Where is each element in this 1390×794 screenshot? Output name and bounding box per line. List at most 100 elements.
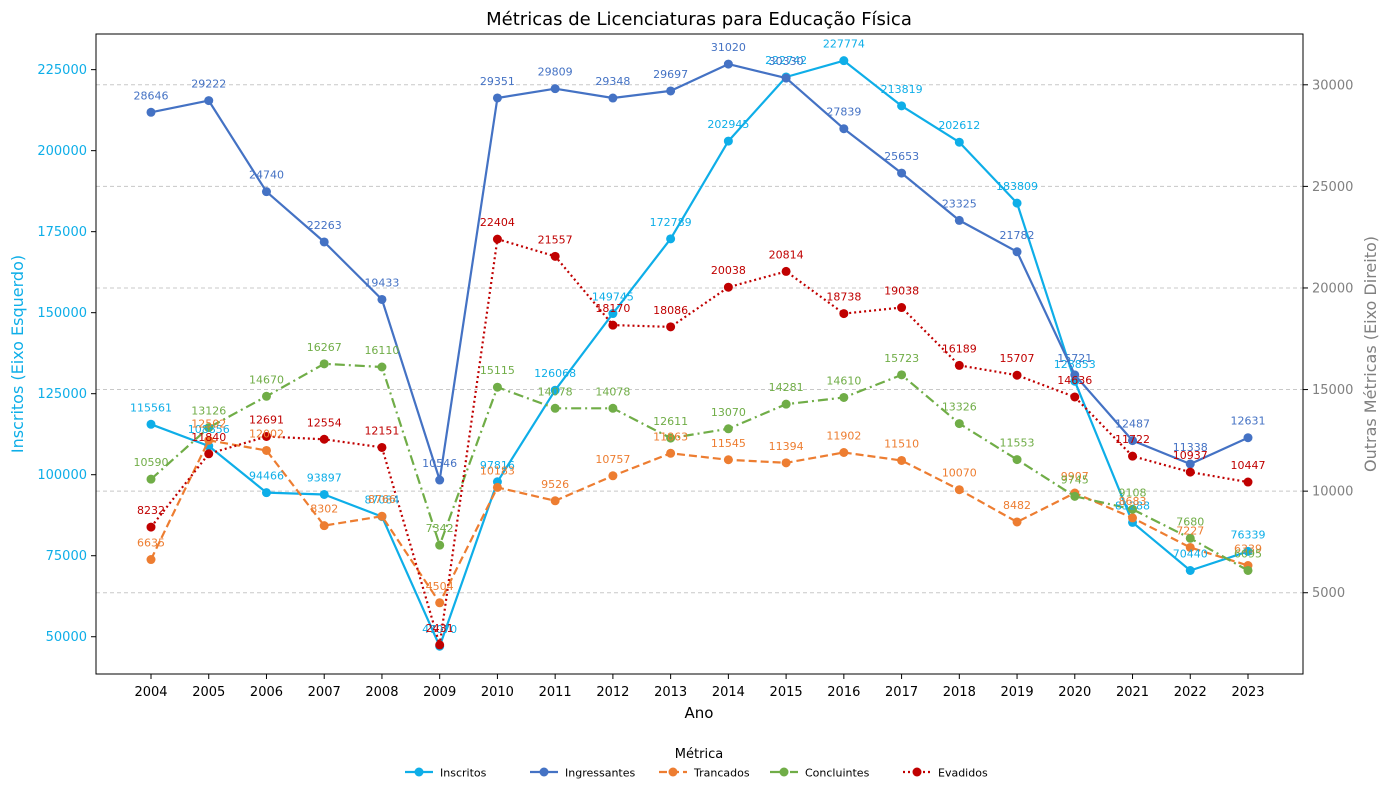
data-point-evadidos xyxy=(1243,477,1253,487)
data-labels: 115561 108856 94466 93897 87084 47070 97816 126… xyxy=(130,38,1266,637)
data-label-concluintes: 16110 xyxy=(364,344,399,357)
data-label-concluintes: 14078 xyxy=(595,385,630,398)
data-label-inscritos: 227774 xyxy=(823,38,865,51)
data-label-evadidos: 18738 xyxy=(826,291,861,304)
data-label-ingressantes: 28646 xyxy=(134,89,169,102)
data-point-concluintes xyxy=(1070,491,1080,501)
x-tick-label: 2011 xyxy=(539,685,572,700)
data-label-ingressantes: 24740 xyxy=(249,169,284,182)
data-label-ingressantes: 31020 xyxy=(711,41,746,54)
data-label-inscritos: 108856 xyxy=(188,423,230,436)
data-point-evadidos xyxy=(204,449,214,459)
data-label-ingressantes: 19433 xyxy=(364,276,399,289)
data-label-inscritos: 115561 xyxy=(130,401,172,414)
data-label-ingressantes: 21782 xyxy=(1000,229,1035,242)
data-point-ingressantes xyxy=(1185,459,1195,469)
y-right-tick-label: 10000 xyxy=(1312,485,1353,500)
data-label-trancados: 4504 xyxy=(426,580,454,593)
x-tick-label: 2020 xyxy=(1058,685,1091,700)
legend-title: Métrica xyxy=(675,747,723,762)
x-tick-label: 2005 xyxy=(192,685,225,700)
data-point-evadidos xyxy=(319,434,329,444)
data-point-ingressantes xyxy=(1070,370,1080,380)
data-point-concluintes xyxy=(377,362,387,372)
data-point-trancados xyxy=(319,521,329,531)
data-point-trancados xyxy=(1128,513,1138,523)
data-label-evadidos: 16189 xyxy=(942,342,977,355)
data-label-trancados: 11394 xyxy=(769,440,804,453)
data-label-trancados: 7227 xyxy=(1176,524,1204,537)
right-axis: 5000 10000 15000 20000 25000 30000 xyxy=(1303,78,1353,601)
data-label-concluintes: 14670 xyxy=(249,373,284,386)
data-point-trancados xyxy=(435,598,445,608)
data-point-concluintes xyxy=(1128,504,1138,514)
data-label-trancados: 12502 xyxy=(191,417,226,430)
x-tick-label: 2006 xyxy=(250,685,283,700)
data-label-inscritos: 202612 xyxy=(938,119,980,132)
data-label-trancados: 6339 xyxy=(1234,543,1262,556)
x-axis-label: Ano xyxy=(685,704,714,722)
data-point-trancados xyxy=(723,455,733,465)
data-label-evadidos: 10447 xyxy=(1231,459,1266,472)
data-point-ingressantes xyxy=(492,93,502,103)
legend-label: Trancados xyxy=(693,767,750,780)
legend-marker xyxy=(668,767,678,777)
data-point-ingressantes xyxy=(435,475,445,485)
data-label-inscritos: 47070 xyxy=(422,623,457,636)
data-point-trancados xyxy=(146,555,156,565)
data-point-inscritos xyxy=(897,101,907,111)
data-point-evadidos xyxy=(954,360,964,370)
x-tick-label: 2022 xyxy=(1174,685,1207,700)
y-left-tick-label: 50000 xyxy=(46,630,87,645)
data-point-evadidos xyxy=(435,640,445,650)
data-label-ingressantes: 27839 xyxy=(826,106,861,119)
data-point-evadidos xyxy=(1185,467,1195,477)
data-label-concluintes: 7342 xyxy=(426,522,454,535)
legend-item-inscritos: Inscritos xyxy=(405,767,487,780)
x-tick-label: 2021 xyxy=(1116,685,1149,700)
y-left-tick-label: 125000 xyxy=(37,387,87,402)
data-point-ingressantes xyxy=(954,215,964,225)
data-label-inscritos: 94466 xyxy=(249,470,284,483)
data-label-inscritos: 87084 xyxy=(364,494,399,507)
x-tick-label: 2014 xyxy=(712,685,745,700)
y-left-tick-label: 175000 xyxy=(37,225,87,240)
data-point-ingressantes xyxy=(146,107,156,117)
data-label-ingressantes: 29809 xyxy=(538,66,573,79)
y-left-tick-label: 150000 xyxy=(37,306,87,321)
series-line-evadidos xyxy=(150,238,1249,647)
data-label-trancados: 12002 xyxy=(249,427,284,440)
y-axis-right-label: Outras Métricas (Eixo Direito) xyxy=(1361,236,1380,472)
data-label-trancados: 8766 xyxy=(368,493,396,506)
data-point-evadidos xyxy=(897,303,907,313)
data-point-inscritos xyxy=(1012,198,1022,208)
data-label-ingressantes: 25653 xyxy=(884,150,919,163)
data-label-evadidos: 8232 xyxy=(137,504,165,517)
x-tick-label: 2018 xyxy=(943,685,976,700)
data-label-evadidos: 15707 xyxy=(1000,352,1035,365)
data-point-ingressantes xyxy=(1243,433,1253,443)
data-point-evadidos xyxy=(839,309,849,319)
x-tick-label: 2009 xyxy=(423,685,456,700)
data-point-trancados xyxy=(261,445,271,455)
data-label-trancados: 10070 xyxy=(942,467,977,480)
y-right-tick-label: 15000 xyxy=(1312,383,1353,398)
data-point-concluintes xyxy=(1012,455,1022,465)
data-label-trancados: 11510 xyxy=(884,437,919,450)
data-label-evadidos: 18170 xyxy=(595,302,630,315)
data-point-evadidos xyxy=(1128,451,1138,461)
data-label-ingressantes: 11338 xyxy=(1173,441,1208,454)
data-label-evadidos: 14636 xyxy=(1057,374,1092,387)
data-point-concluintes xyxy=(954,419,964,429)
data-label-evadidos: 20038 xyxy=(711,264,746,277)
data-point-concluintes xyxy=(146,474,156,484)
data-label-inscritos: 126068 xyxy=(534,367,576,380)
data-label-inscritos: 213819 xyxy=(881,83,923,96)
data-point-ingressantes xyxy=(204,96,214,106)
data-point-concluintes xyxy=(435,540,445,550)
data-point-ingressantes xyxy=(608,93,618,103)
data-label-ingressantes: 30330 xyxy=(769,55,804,68)
data-label-concluintes: 6095 xyxy=(1234,547,1262,560)
data-label-evadidos: 12691 xyxy=(249,413,284,426)
